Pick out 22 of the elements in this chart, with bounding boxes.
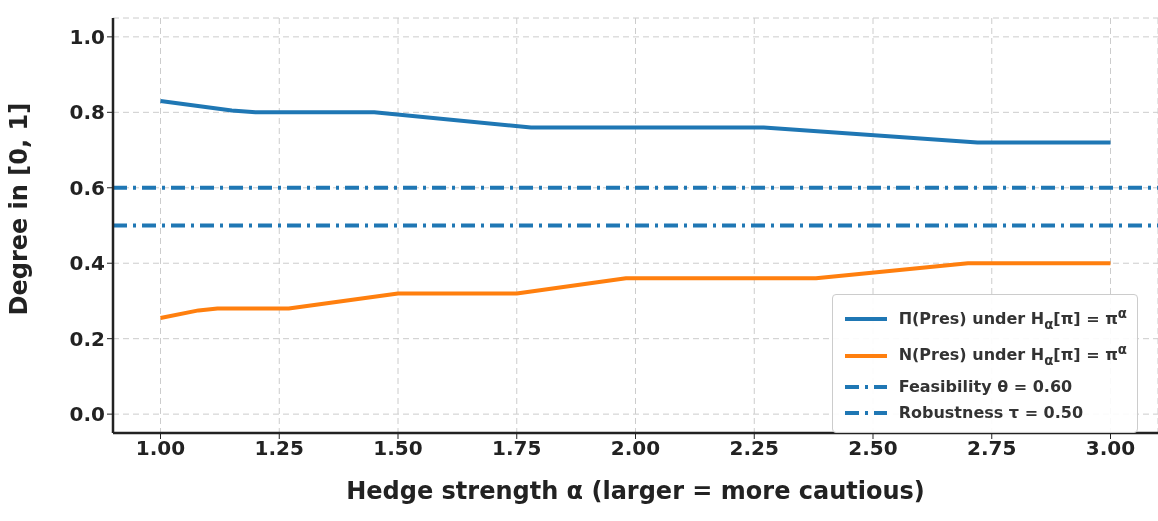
x-tick-label: 2.25 <box>729 436 779 461</box>
y-tick-label: 0.6 <box>69 175 105 200</box>
y-tick-label: 0.0 <box>69 402 105 427</box>
y-axis-title: Degree in [0, 1] <box>4 102 33 316</box>
x-tick-label: 2.75 <box>967 436 1017 461</box>
legend-label: Feasibility θ = 0.60 <box>898 376 1073 398</box>
x-tick-label: 2.00 <box>610 436 661 461</box>
x-tick-label: 2.50 <box>848 436 898 461</box>
y-tick-label: 0.4 <box>69 251 105 276</box>
y-tick-label: 0.8 <box>69 100 105 125</box>
y-tick-label: 0.2 <box>69 326 105 351</box>
x-tick-label: 3.00 <box>1085 436 1136 461</box>
y-tick-label: 1.0 <box>69 24 105 49</box>
x-tick-label: 1.00 <box>135 436 186 461</box>
line-series <box>158 99 1113 145</box>
legend-label: N(Pres) under H$_{α}$[π] = π$^{α}$ <box>898 341 1127 370</box>
legend-label: Π(Pres) under H$_{α}$[π] = π$^{α}$ <box>898 304 1127 334</box>
x-tick-label: 1.75 <box>492 436 542 461</box>
x-tick-label: 1.50 <box>373 436 423 461</box>
legend-label: Robustness τ = 0.50 <box>898 402 1084 424</box>
x-tick-label: 1.25 <box>254 436 304 461</box>
x-axis-title: Hedge strength α (larger = more cautious) <box>346 477 925 505</box>
